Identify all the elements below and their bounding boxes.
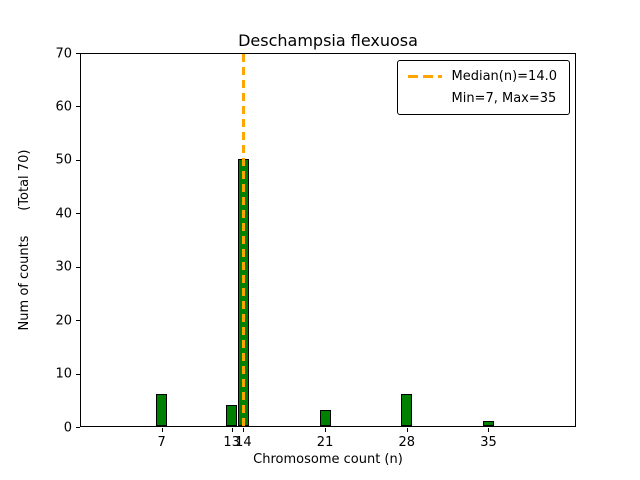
y-tick-mark — [76, 320, 80, 322]
x-tick-mark — [488, 428, 490, 432]
x-tick-label: 21 — [316, 435, 334, 450]
y-tick-label: 60 — [55, 99, 72, 115]
median-line — [242, 54, 246, 426]
legend: Median(n)=14.0 Min=7, Max=35 — [397, 60, 570, 115]
x-tick-label: 14 — [235, 435, 252, 450]
plot-area — [80, 53, 576, 427]
y-tick-label: 30 — [55, 259, 72, 275]
y-tick-label: 40 — [55, 206, 72, 222]
y-tick-label: 10 — [55, 366, 72, 382]
x-tick-label: 35 — [480, 435, 497, 450]
median-dash-icon — [408, 75, 443, 78]
bar — [319, 409, 331, 426]
y-tick-label: 70 — [55, 46, 72, 61]
x-tick-mark — [161, 428, 163, 432]
legend-row-median: Median(n)=14.0 — [408, 69, 557, 84]
x-axis-label: Chromosome count (n) — [253, 452, 403, 467]
y-tick-mark — [76, 159, 80, 161]
bar — [156, 393, 168, 426]
y-tick-mark — [76, 213, 80, 215]
legend-row-minmax: Min=7, Max=35 — [408, 91, 557, 106]
bar — [482, 420, 494, 426]
bar — [226, 404, 238, 426]
y-tick-mark — [76, 427, 80, 428]
bar — [401, 393, 413, 426]
x-tick-mark — [325, 428, 327, 432]
legend-label-median: Median(n)=14.0 — [451, 69, 557, 84]
legend-label-minmax: Min=7, Max=35 — [451, 91, 557, 106]
y-axis-label: Num of counts (Total 70) — [17, 149, 32, 331]
chart-title: Deschampsia flexuosa — [238, 31, 418, 50]
x-tick-label: 28 — [398, 435, 416, 450]
y-tick-label: 0 — [63, 420, 72, 435]
x-tick-mark — [243, 428, 245, 432]
y-tick-label: 50 — [55, 152, 72, 168]
y-tick-mark — [76, 53, 80, 54]
y-tick-mark — [76, 373, 80, 375]
x-tick-label: 13 — [223, 435, 240, 450]
x-tick-mark — [231, 428, 233, 432]
y-tick-mark — [76, 106, 80, 108]
y-tick-mark — [76, 266, 80, 268]
y-tick-label: 20 — [55, 313, 72, 329]
x-tick-mark — [406, 428, 408, 432]
x-tick-label: 7 — [157, 435, 166, 450]
